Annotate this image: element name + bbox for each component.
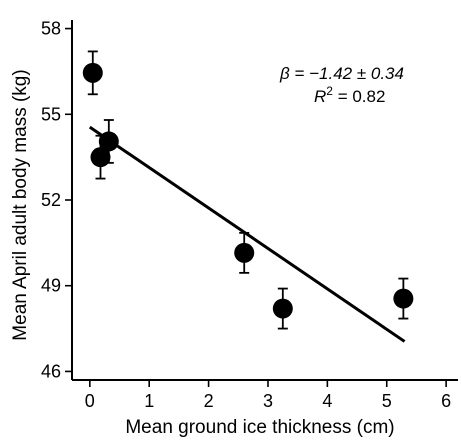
y-ticks: 46 49 52 55 58: [41, 19, 72, 381]
data-point: [234, 231, 255, 274]
r-squared-annotation: R2 = 0.82: [314, 84, 385, 106]
point-marker: [393, 288, 414, 309]
fit-line: [88, 125, 406, 343]
x-tick-label: 5: [382, 391, 392, 411]
x-ticks: 0 1 2 3 4 5 6: [85, 380, 451, 411]
x-tick-label: 2: [204, 391, 214, 411]
x-tick-label: 4: [322, 391, 332, 411]
point-marker: [272, 298, 293, 319]
x-tick-label: 6: [441, 391, 451, 411]
y-tick-label: 58: [41, 19, 61, 39]
r-squared-value: = 0.82: [333, 87, 385, 106]
regression-fit: [88, 125, 406, 343]
point-marker: [234, 242, 255, 263]
x-tick-label: 0: [85, 391, 95, 411]
data-point: [393, 277, 414, 320]
x-tick-label: 1: [144, 391, 154, 411]
r-symbol: R: [314, 87, 326, 106]
data-point: [82, 50, 103, 96]
x-tick-label: 3: [263, 391, 273, 411]
point-marker: [98, 131, 119, 152]
y-tick-label: 46: [41, 361, 61, 381]
data-point: [272, 287, 293, 330]
y-tick-label: 49: [41, 276, 61, 296]
x-axis-label: Mean ground ice thickness (cm): [125, 417, 394, 438]
beta-annotation: β = −1.42 ± 0.34: [279, 64, 404, 83]
data-point: [98, 119, 119, 164]
plot-area: 0 1 2 3 4 5 6 46 49 52 55 58: [41, 19, 458, 411]
r-superscript: 2: [326, 84, 333, 98]
y-tick-label: 55: [41, 104, 61, 124]
point-marker: [82, 62, 103, 83]
y-tick-label: 52: [41, 190, 61, 210]
y-axis-label: Mean April adult body mass (kg): [10, 69, 31, 340]
data-points: [82, 50, 414, 330]
